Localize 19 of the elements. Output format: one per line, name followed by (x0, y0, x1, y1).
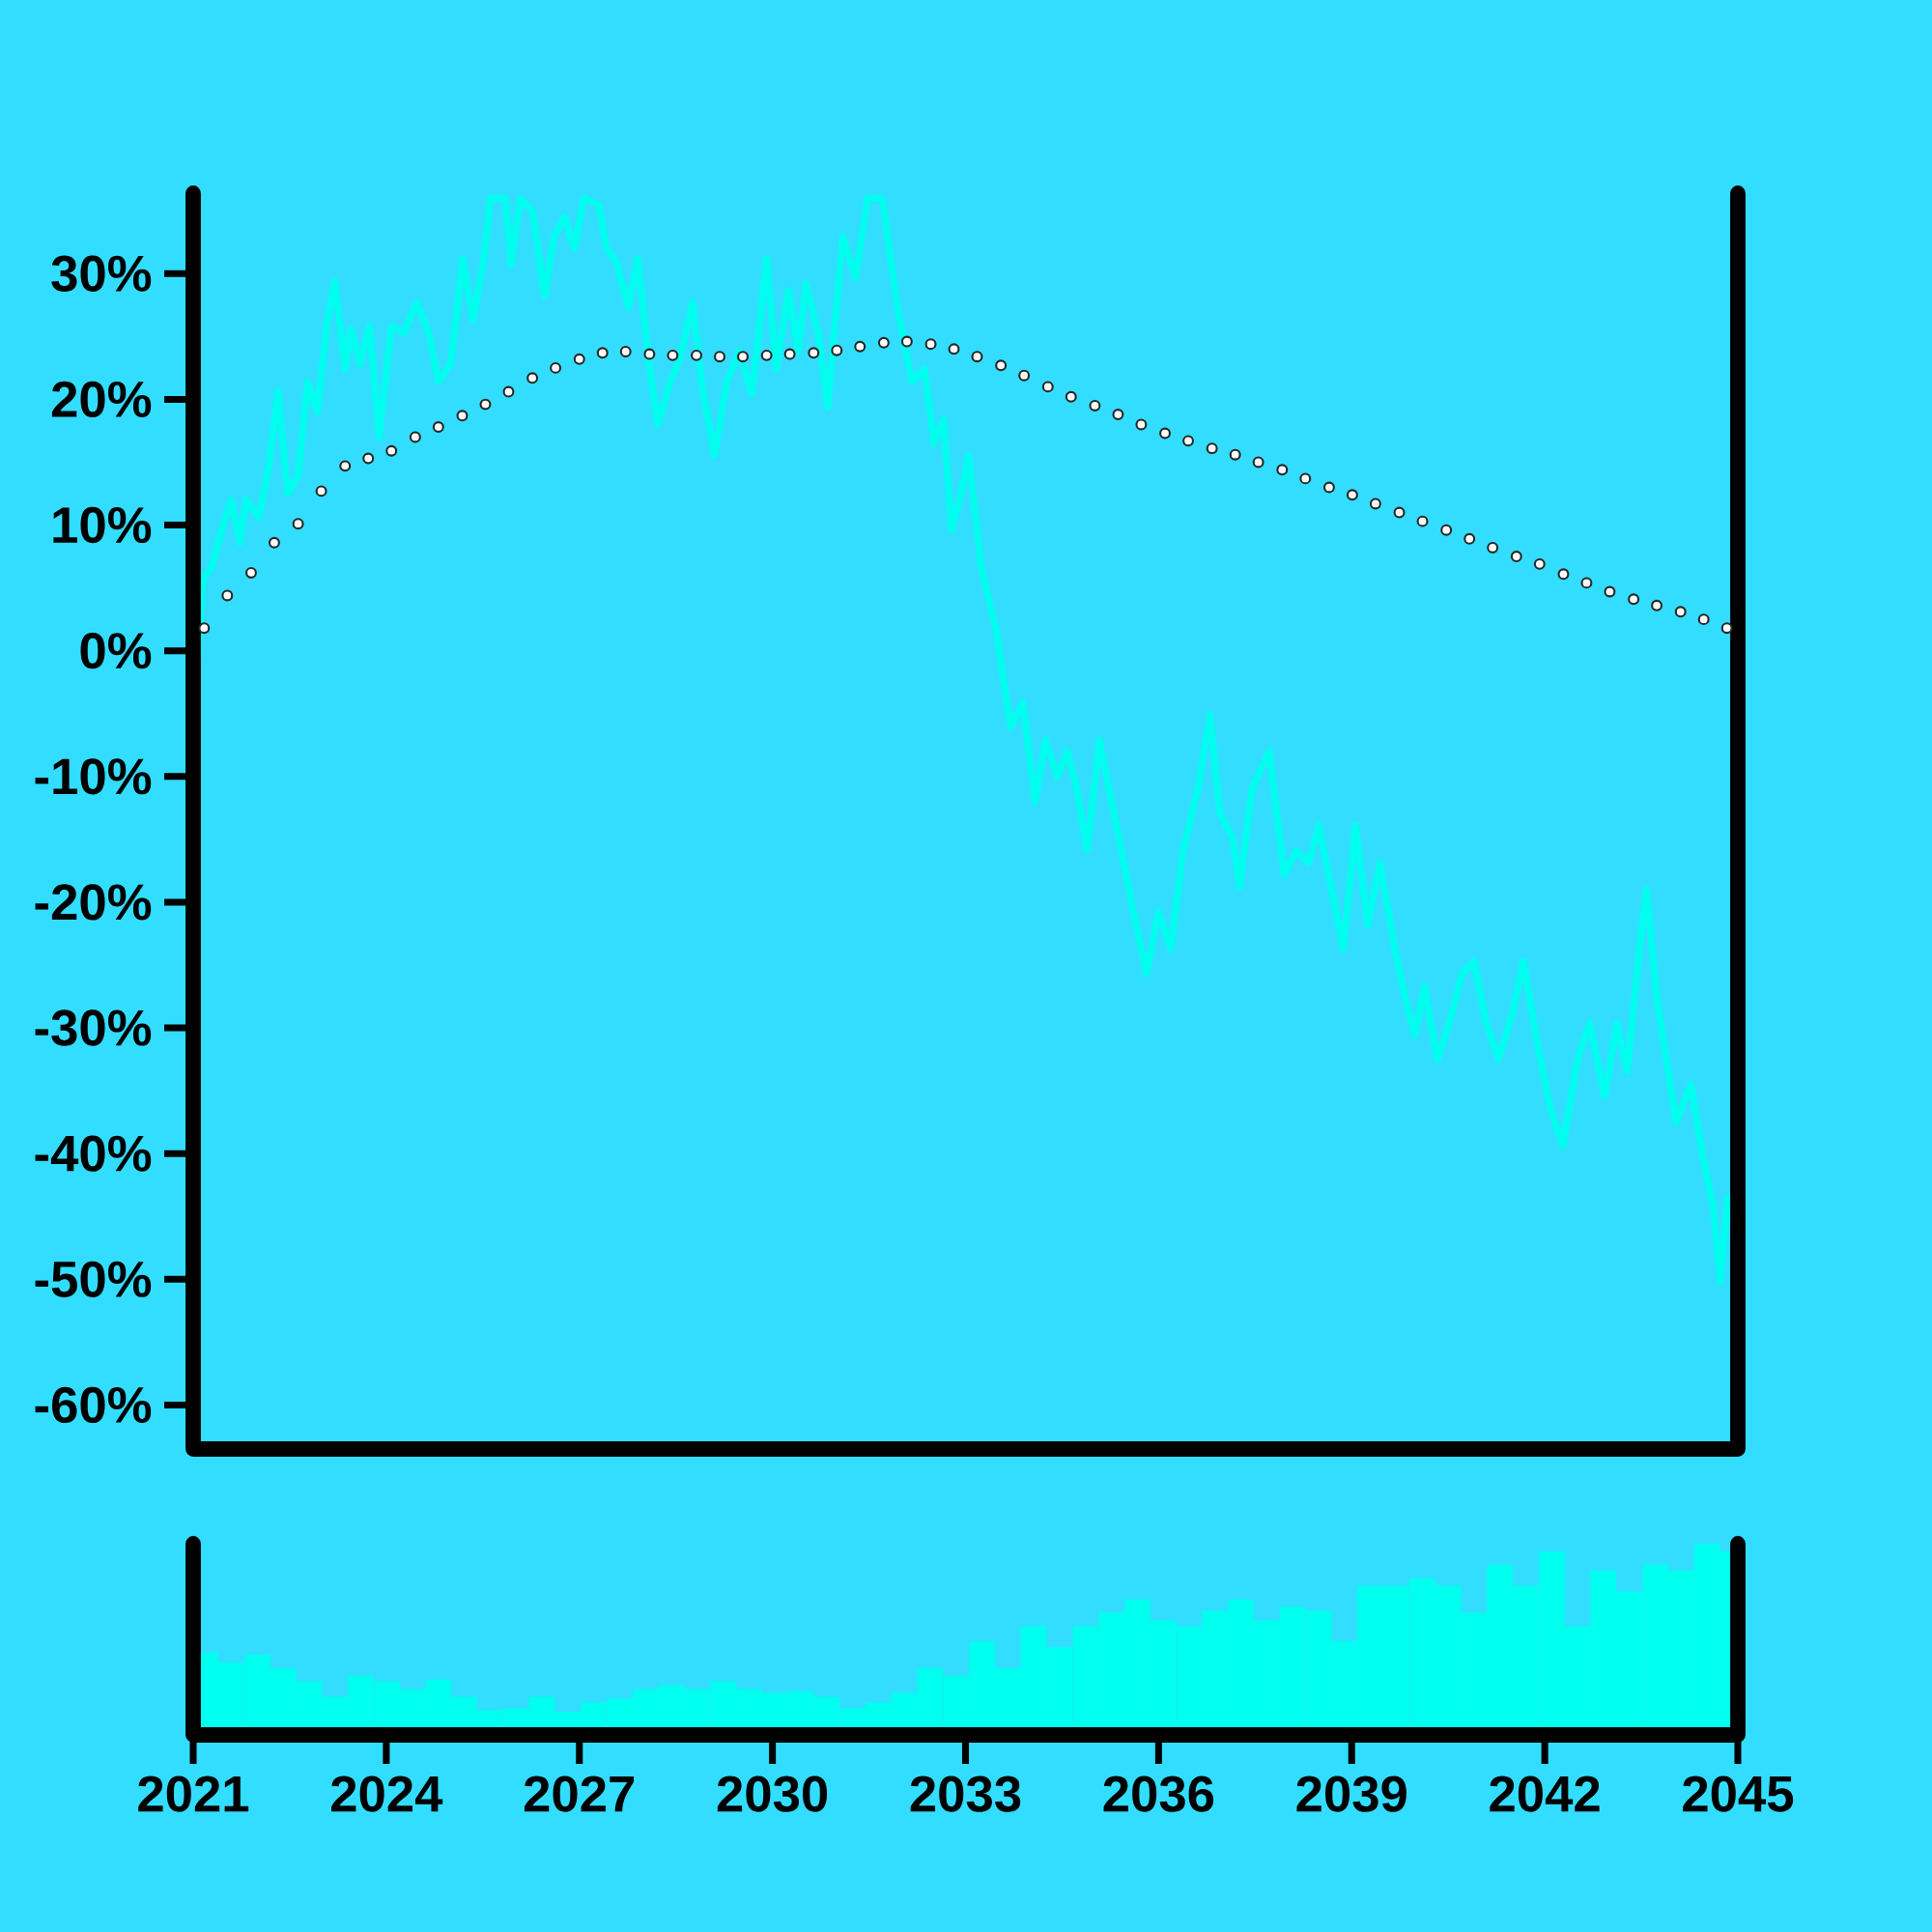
y-tick-label: 30% (51, 255, 152, 292)
x-tick-label: 2039 (1296, 1776, 1406, 1812)
y-tick-label: -60% (35, 1386, 152, 1424)
y-tick-label: -10% (35, 758, 152, 795)
y-tick-label: -20% (35, 884, 152, 921)
x-tick-label: 2045 (1683, 1776, 1794, 1812)
x-tick-label: 2036 (1103, 1776, 1214, 1812)
y-tick-label: 20% (51, 381, 152, 418)
y-tick-label: -30% (35, 1009, 152, 1046)
x-tick-label: 2024 (331, 1776, 443, 1812)
x-tick-label: 2027 (524, 1776, 635, 1812)
x-tick-label: 2033 (910, 1776, 1021, 1812)
x-tick-label: 2030 (717, 1776, 828, 1812)
y-tick-label: -50% (35, 1261, 152, 1297)
y-tick-label: -40% (35, 1135, 152, 1172)
y-tick-label: 10% (53, 506, 152, 544)
x-tick-label: 2021 (138, 1776, 249, 1812)
x-tick-label: 2042 (1490, 1776, 1600, 1812)
y-tick-label: 0% (80, 632, 152, 669)
